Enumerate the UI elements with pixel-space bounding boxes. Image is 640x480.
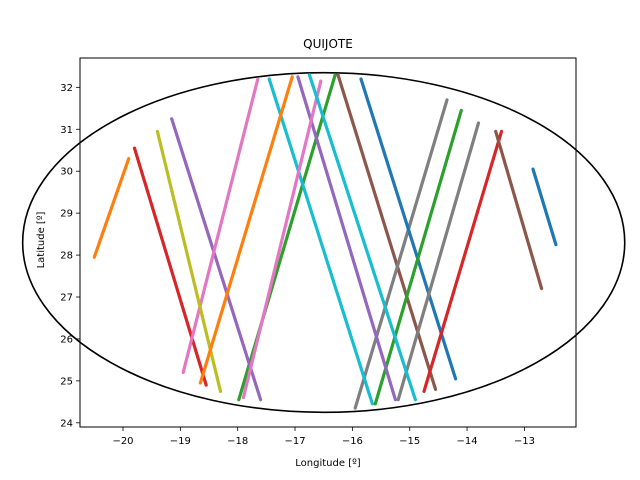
x-axis-label: Longitude [º] [295, 458, 361, 469]
series-line-19 [307, 73, 417, 402]
series-line-8 [353, 98, 449, 410]
y-tick-label: 28 [60, 251, 73, 262]
y-tick-label: 31 [60, 125, 73, 136]
y-tick-label: 25 [60, 376, 73, 387]
series-line-4 [132, 146, 208, 387]
series-line-18 [396, 121, 481, 402]
series-line-2 [92, 157, 131, 259]
series-line-11 [359, 77, 458, 381]
series-line-14 [422, 129, 504, 393]
x-tick-label: −20 [112, 436, 133, 447]
x-tick-label: −13 [514, 436, 535, 447]
y-tick-label: 30 [60, 167, 73, 178]
y-tick-label: 27 [60, 293, 73, 304]
y-axis: 24 25 26 27 28 29 30 31 32 [60, 83, 80, 429]
x-tick-label: −16 [342, 436, 363, 447]
x-axis: −20 −19 −18 −17 −16 −15 −14 −13 [112, 427, 535, 447]
series-line-17 [241, 79, 323, 400]
boundary-ellipse [21, 71, 626, 414]
series-line-12 [198, 75, 294, 385]
y-tick-label: 32 [60, 83, 73, 94]
chart-title: QUIJOTE [303, 37, 353, 51]
y-tick-label: 26 [60, 334, 73, 345]
series-line-13 [373, 108, 463, 406]
axes-frame [79, 57, 577, 428]
x-tick-label: −15 [399, 436, 420, 447]
x-tick-label: −19 [170, 436, 191, 447]
series-line-10 [267, 77, 374, 406]
y-tick-label: 24 [60, 418, 73, 429]
x-tick-label: −17 [284, 436, 305, 447]
series-line-7 [181, 77, 260, 375]
plot-area [21, 71, 626, 414]
series-line-15 [296, 75, 397, 402]
series-line-1 [531, 167, 558, 247]
series-line-6 [336, 73, 438, 391]
series-line-16 [494, 129, 544, 291]
y-tick-label: 29 [60, 209, 73, 220]
x-tick-label: −18 [227, 436, 248, 447]
x-tick-label: −14 [456, 436, 477, 447]
y-axis-label: Latitude [º] [36, 211, 47, 268]
series-line-5 [170, 117, 263, 402]
